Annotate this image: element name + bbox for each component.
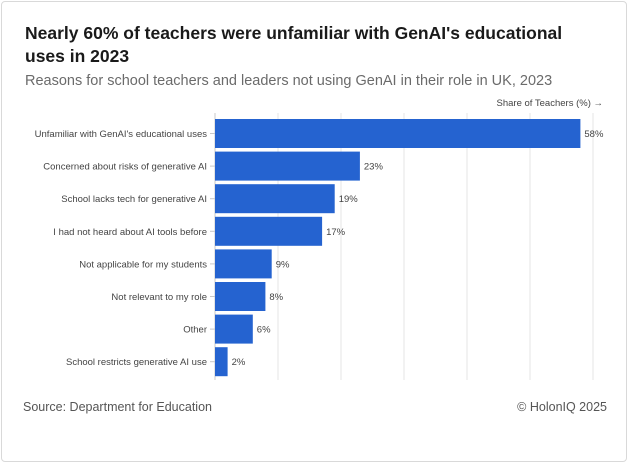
category-label: Concerned about risks of generative AI (43, 162, 207, 173)
chart-subtitle: Reasons for school teachers and leaders … (25, 73, 553, 89)
value-labels: 58% 23% 19% 17% 9% 8% 6% 2% (232, 129, 604, 368)
bar[interactable] (215, 119, 581, 148)
bar[interactable] (215, 314, 253, 344)
value-label: 17% (326, 227, 346, 238)
category-label: Unfamiliar with GenAI's educational uses (35, 129, 208, 140)
bar[interactable] (215, 184, 335, 214)
value-label: 2% (232, 357, 246, 368)
value-label: 9% (276, 259, 290, 270)
bars (215, 119, 581, 377)
category-labels: Unfamiliar with GenAI's educational uses… (35, 129, 215, 368)
category-label: School restricts generative AI use (66, 357, 207, 368)
bar[interactable] (215, 282, 266, 311)
bar[interactable] (215, 249, 272, 279)
value-label: 19% (339, 194, 359, 205)
value-label: 58% (584, 129, 604, 140)
bar[interactable] (215, 216, 323, 246)
category-label: Not relevant to my role (111, 292, 207, 303)
category-label: Other (183, 325, 207, 336)
source-note: Source: Department for Education (23, 400, 212, 414)
category-label: Not applicable for my students (79, 259, 207, 270)
x-axis-title: Share of Teachers (%) → (497, 98, 603, 109)
bar[interactable] (215, 151, 360, 181)
value-label: 23% (364, 162, 384, 173)
chart-title: Nearly 60% of teachers were unfamiliar w… (25, 23, 563, 66)
value-label: 8% (269, 292, 283, 303)
category-label: School lacks tech for generative AI (61, 194, 207, 205)
credit-note: © HolonIQ 2025 (517, 400, 607, 414)
bar[interactable] (215, 347, 228, 377)
category-label: I had not heard about AI tools before (53, 227, 207, 238)
value-label: 6% (257, 325, 271, 336)
